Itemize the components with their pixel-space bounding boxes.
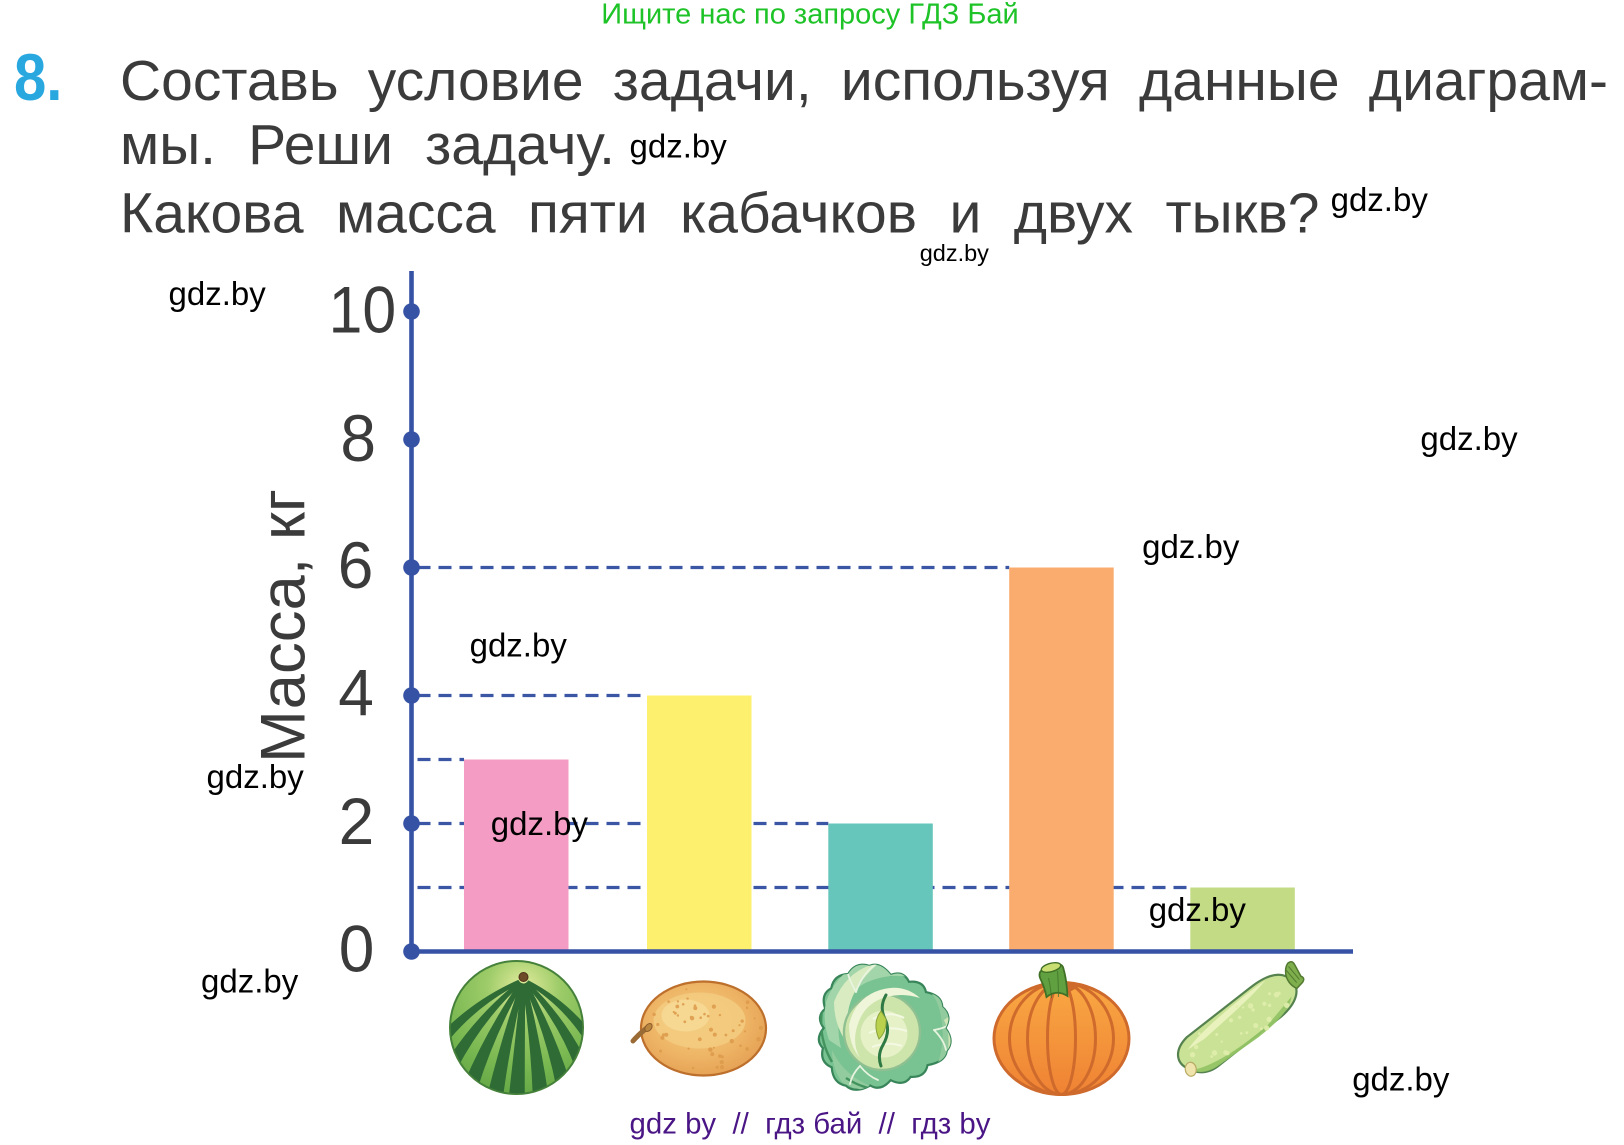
svg-text:4: 4	[338, 656, 374, 730]
svg-text:10: 10	[329, 274, 397, 347]
svg-text:gdz.by: gdz.by	[201, 963, 299, 1000]
svg-text:gdz.by: gdz.by	[470, 627, 568, 664]
svg-text:6: 6	[338, 528, 374, 602]
svg-text:gdz.by: gdz.by	[1142, 528, 1240, 565]
svg-text:gdz.by: gdz.by	[491, 805, 589, 842]
svg-text:8: 8	[340, 401, 376, 475]
svg-text:Какова масса пяти кабачков и д: Какова масса пяти кабачков и двух тыкв?	[120, 182, 1319, 246]
svg-text:gdz by // гдз бай // гдз b: gdz by // гдз бай // гдз by	[630, 1108, 991, 1141]
svg-text:gdz.by: gdz.by	[1149, 891, 1247, 928]
svg-text:0: 0	[339, 912, 375, 986]
svg-text:2: 2	[339, 784, 375, 858]
svg-text:gdz.by: gdz.by	[920, 240, 989, 266]
svg-text:Масса, кг: Масса, кг	[249, 489, 319, 763]
svg-text:gdz.by: gdz.by	[169, 275, 267, 312]
svg-text:мы. Реши задачу.: мы. Реши задачу.	[120, 113, 615, 177]
svg-text:Ищите нас по запросу ГДЗ Бай: Ищите нас по запросу ГДЗ Бай	[601, 0, 1018, 31]
svg-text:8.: 8.	[14, 42, 62, 115]
svg-text:gdz.by: gdz.by	[207, 758, 305, 795]
svg-text:gdz.by: gdz.by	[630, 128, 728, 165]
svg-text:Составь условие задачи, исполь: Составь условие задачи, используя данные…	[120, 49, 1608, 113]
svg-text:gdz.by: gdz.by	[1420, 420, 1518, 457]
svg-text:gdz.by: gdz.by	[1352, 1061, 1450, 1098]
svg-text:gdz.by: gdz.by	[1331, 181, 1429, 218]
